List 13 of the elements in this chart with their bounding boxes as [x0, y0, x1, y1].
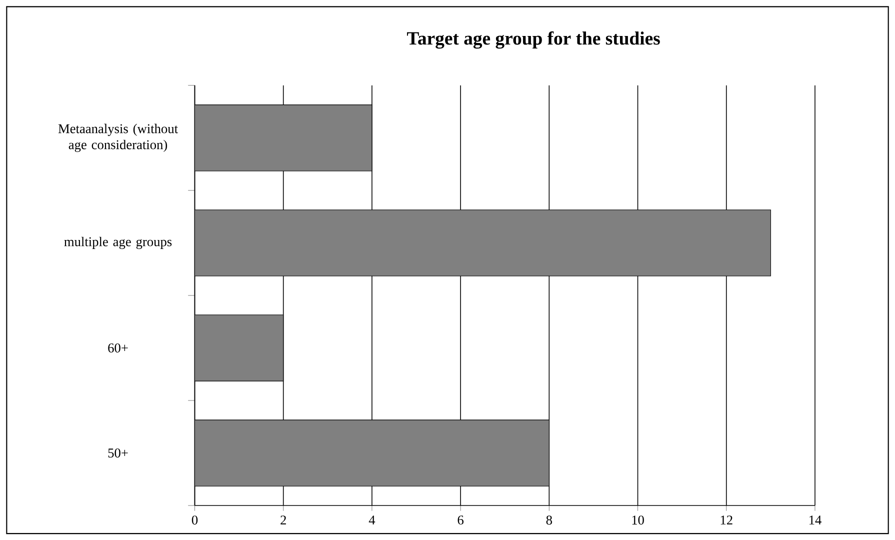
- x-tick-label: 12: [720, 515, 732, 524]
- chart-title: Target age group for the studies: [407, 31, 660, 49]
- x-tick-label: 0: [192, 515, 198, 524]
- y-tick-label: 60+: [108, 343, 128, 352]
- y-tick-label: multiple age groups: [64, 236, 172, 249]
- x-tick-label: 14: [809, 515, 822, 524]
- x-tick-label: 4: [368, 515, 376, 524]
- y-tick-label: 50+: [108, 448, 128, 458]
- x-tick-label: 8: [546, 515, 552, 524]
- y-tick-label: Metaanalysis (without age consideration): [58, 124, 178, 152]
- x-tick-label: 6: [458, 515, 464, 524]
- x-tick-label: 2: [280, 515, 286, 524]
- x-tick-label: 10: [632, 515, 644, 524]
